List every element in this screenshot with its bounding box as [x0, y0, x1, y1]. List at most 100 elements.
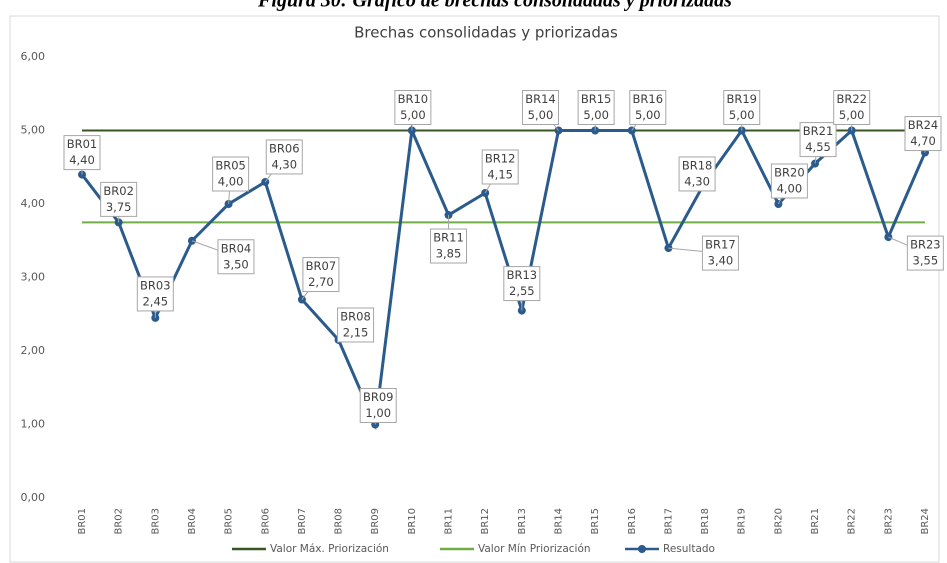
callout-box [770, 163, 808, 199]
data-label-category: BR13 [507, 268, 538, 282]
callout-box [678, 156, 716, 192]
data-label: BR21 4,55 [799, 122, 837, 164]
data-label-category: BR16 [633, 92, 664, 106]
y-tick-label: 0,00 [21, 491, 46, 504]
x-tick-label: BR08 [334, 508, 345, 535]
data-label-value: 4,30 [271, 157, 297, 171]
data-label-value: 4,00 [777, 182, 803, 196]
callout-box [701, 235, 739, 271]
data-label: BR03 2,45 [136, 276, 174, 318]
callout-box [394, 90, 432, 125]
x-tick-label: BR10 [407, 508, 418, 535]
data-label: BR11 3,85 [430, 215, 468, 264]
data-label: BR09 1,00 [359, 388, 397, 425]
data-label-value: 2,70 [308, 275, 334, 289]
data-label: BR13 2,55 [503, 266, 541, 311]
data-label-category: BR11 [433, 231, 464, 245]
data-label-category: BR09 [363, 390, 394, 404]
data-label-category: BR08 [340, 309, 371, 323]
callout-box [100, 181, 138, 217]
data-label: BR12 4,15 [481, 149, 519, 194]
y-tick-label: 4,00 [21, 197, 46, 210]
data-label: BR14 5,00 [521, 90, 559, 131]
data-label: BR17 3,40 [668, 235, 739, 271]
x-tick-label: BR06 [260, 508, 271, 535]
callout-box [430, 228, 468, 264]
x-tick-label: BR21 [810, 508, 821, 535]
data-label-category: BR19 [726, 92, 757, 106]
callout-box [212, 156, 250, 192]
callout-box [906, 235, 944, 271]
data-label: BR05 4,00 [212, 156, 250, 205]
data-label-category: BR10 [398, 92, 429, 106]
data-label-value: 4,55 [805, 140, 831, 154]
data-label-category: BR04 [221, 241, 252, 255]
data-label-value: 3,75 [106, 200, 132, 214]
callout-box [337, 307, 375, 343]
callout-box [904, 116, 942, 152]
callout-box [63, 135, 101, 171]
callout-box [302, 257, 340, 293]
data-label-value: 1,00 [365, 406, 391, 420]
data-label-value: 4,70 [910, 134, 936, 148]
data-label: BR06 4,30 [264, 139, 303, 183]
y-tick-label: 6,00 [21, 50, 46, 63]
data-label-value: 4,40 [69, 153, 95, 167]
data-label-category: BR18 [682, 158, 713, 172]
x-tick-label: BR22 [847, 508, 858, 535]
data-label-category: BR05 [215, 159, 246, 173]
data-label-category: BR23 [910, 238, 941, 252]
data-label-value: 5,00 [400, 108, 426, 122]
x-tick-label: BR12 [480, 508, 491, 535]
data-label-value: 5,00 [635, 108, 661, 122]
data-label-value: 2,55 [509, 284, 535, 298]
data-label-value: 3,40 [708, 254, 734, 268]
x-tick-label: BR17 [663, 508, 674, 535]
callout-box [217, 239, 255, 275]
data-label: BR22 5,00 [833, 90, 871, 131]
chart-border [9, 15, 940, 563]
x-tick-label: BR11 [444, 508, 455, 535]
callout-box [359, 388, 397, 423]
x-tick-label: BR18 [700, 508, 711, 535]
data-label-value: 2,15 [343, 325, 369, 339]
x-tick-label: BR20 [773, 508, 784, 535]
caption: Figura 30: Gráfico de brechas consolidad… [257, 0, 732, 12]
chart-title: Brechas consolidadas y priorizadas [354, 24, 618, 42]
legend-label: Valor Mín Priorización [478, 543, 591, 555]
legend-marker [638, 545, 646, 553]
data-label-category: BR02 [103, 184, 134, 198]
data-label-category: BR21 [803, 124, 834, 138]
data-label-value: 4,00 [218, 175, 244, 189]
callout-box [629, 90, 667, 125]
x-tick-label: BR15 [590, 508, 601, 535]
data-label-category: BR06 [269, 141, 300, 155]
data-label: BR02 3,75 [100, 181, 138, 223]
data-label: BR24 4,70 [904, 116, 942, 153]
y-tick-label: 5,00 [21, 124, 46, 137]
data-label-value: 5,00 [528, 108, 554, 122]
callout-box [136, 276, 174, 312]
data-label: BR18 4,30 [678, 156, 716, 192]
callout-box [723, 90, 761, 125]
data-label: BR19 5,00 [723, 90, 761, 131]
callout-box [265, 139, 303, 175]
data-label-category: BR01 [67, 137, 98, 151]
x-tick-label: BR14 [553, 508, 564, 535]
data-label-category: BR15 [581, 92, 612, 106]
data-label-value: 4,30 [684, 174, 710, 188]
callout-box [799, 122, 837, 158]
data-label: BR10 5,00 [394, 90, 432, 131]
data-label-category: BR12 [485, 151, 516, 165]
y-tick-label: 1,00 [21, 418, 46, 431]
data-label: BR07 2,70 [301, 257, 340, 300]
data-label-value: 2,45 [142, 294, 168, 308]
data-label: BR08 2,15 [337, 307, 375, 343]
data-label-category: BR03 [140, 278, 171, 292]
y-tick-label: 3,00 [21, 271, 46, 284]
data-label-value: 5,00 [729, 108, 755, 122]
data-label: BR16 5,00 [629, 90, 667, 131]
x-tick-label: BR13 [517, 508, 528, 535]
x-tick-label: BR24 [920, 508, 931, 535]
